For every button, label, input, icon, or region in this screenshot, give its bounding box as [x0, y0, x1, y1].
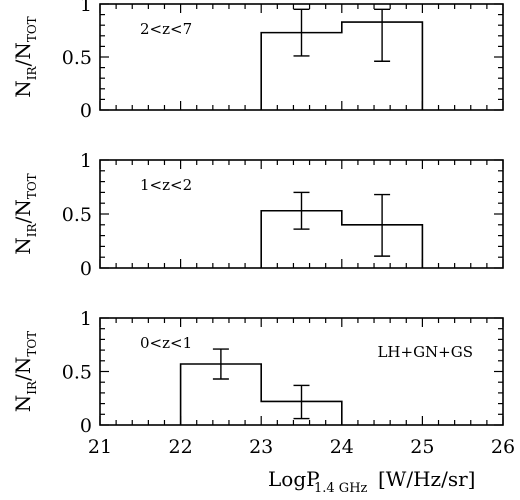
- y-axis-title-slash: /N: [11, 357, 35, 381]
- y-tick-label: 1: [80, 150, 92, 172]
- y-axis-title-main: N: [11, 395, 35, 413]
- histogram-step-line: [179, 363, 343, 425]
- y-tick-label: 0: [80, 100, 92, 122]
- y-axis-title-sub1: IR: [25, 222, 39, 237]
- panel-redshift-label: 0<z<1: [140, 334, 192, 352]
- x-axis-title: LogP 1.4 GHz [W/Hz/sr]: [268, 467, 475, 496]
- y-axis-title: NIR/NTOT: [11, 16, 39, 97]
- y-axis-title: NIR/NTOT: [11, 173, 39, 254]
- histogram-step-line: [260, 21, 424, 110]
- y-axis-title: NIR/NTOT: [11, 331, 39, 412]
- y-axis-title-main: N: [11, 237, 35, 255]
- x-tick-label: 26: [491, 436, 515, 458]
- y-axis-title-main: N: [11, 80, 35, 98]
- y-axis-title-sub2: TOT: [25, 16, 39, 42]
- x-axis-label-sub: 1.4 GHz: [314, 481, 368, 496]
- x-tick-label: 23: [249, 436, 273, 458]
- y-axis-title-sub1: IR: [25, 65, 39, 80]
- y-axis-title-sub2: TOT: [25, 331, 39, 357]
- y-tick-label: 1: [80, 308, 92, 330]
- y-tick-label: 0.5: [62, 362, 92, 384]
- y-tick-label: 0.5: [62, 47, 92, 69]
- y-axis-title-sub1: IR: [25, 380, 39, 395]
- histogram-step-line: [260, 209, 424, 268]
- y-tick-label: 0: [80, 258, 92, 280]
- x-tick-label: 22: [169, 436, 193, 458]
- panel-3: 0 0.5 1 NIR/NTOT 0<z<1 LH+GN+GS 21 22 23 24 25 26: [11, 308, 515, 458]
- y-tick-label: 0: [80, 415, 92, 437]
- y-tick-label: 0.5: [62, 204, 92, 226]
- y-axis-title-slash: /N: [11, 199, 35, 223]
- panel-redshift-label: 2<z<7: [140, 20, 192, 38]
- x-axis-label-units: [W/Hz/sr]: [378, 467, 475, 491]
- y-axis-title-sub2: TOT: [25, 173, 39, 199]
- y-axis-title-slash: /N: [11, 42, 35, 66]
- x-tick-label: 25: [410, 436, 434, 458]
- panel-2: 0 0.5 1 NIR/NTOT 1<z<2: [11, 150, 504, 280]
- y-tick-label: 1: [80, 0, 92, 16]
- x-tick-label: 21: [88, 436, 112, 458]
- x-axis-label-main: LogP: [268, 467, 320, 491]
- panel-note: LH+GN+GS: [377, 343, 473, 361]
- x-tick-label: 24: [330, 436, 354, 458]
- panel-redshift-label: 1<z<2: [140, 176, 192, 194]
- panel-1: 0 0.5 1 NIR/NTOT 2<z<7: [11, 0, 504, 122]
